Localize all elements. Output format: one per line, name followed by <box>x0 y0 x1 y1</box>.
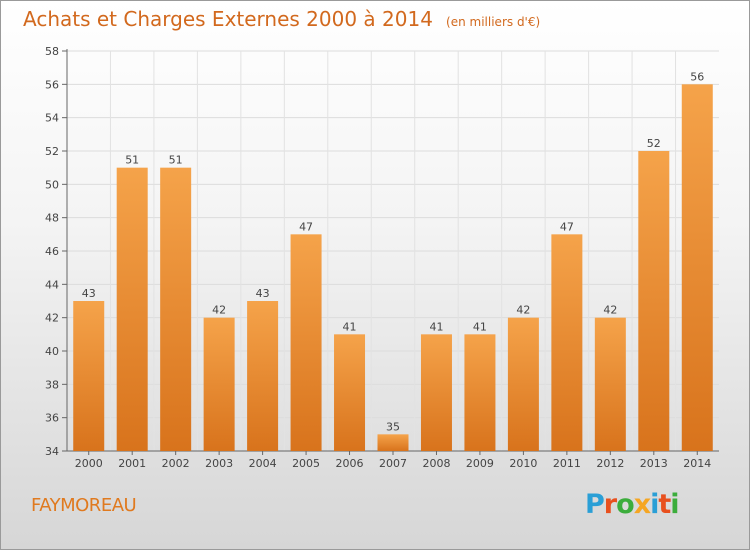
x-tick-label: 2010 <box>509 457 537 470</box>
y-tick-label: 56 <box>45 78 59 91</box>
x-tick-label: 2001 <box>118 457 146 470</box>
x-tick-label: 2000 <box>75 457 103 470</box>
x-tick-label: 2013 <box>640 457 668 470</box>
y-tick-label: 46 <box>45 245 59 258</box>
bar-value-label: 43 <box>256 287 270 300</box>
x-tick-label: 2005 <box>292 457 320 470</box>
y-tick-label: 42 <box>45 312 59 325</box>
y-tick-label: 44 <box>45 278 59 291</box>
y-tick-label: 52 <box>45 145 59 158</box>
logo-letter: x <box>633 489 651 520</box>
logo-letter: o <box>616 489 635 520</box>
bar-value-label: 42 <box>603 304 617 317</box>
chart-subtitle: (en milliers d'€) <box>446 15 541 29</box>
bar-2010 <box>507 317 539 451</box>
bar-value-label: 51 <box>169 154 183 167</box>
bar-2006 <box>334 334 366 451</box>
x-tick-label: 2008 <box>422 457 450 470</box>
logo-letter: i <box>670 489 679 520</box>
bars <box>73 84 713 451</box>
x-tick-label: 2012 <box>596 457 624 470</box>
bar-2004 <box>247 301 279 451</box>
bar-2005 <box>290 234 322 451</box>
y-tick-label: 48 <box>45 212 59 225</box>
bar-value-label: 41 <box>343 320 357 333</box>
y-tick-label: 40 <box>45 345 59 358</box>
bar-2014 <box>681 84 713 451</box>
logo-letter: P <box>585 489 605 520</box>
bar-value-label: 56 <box>690 70 704 83</box>
x-tick-label: 2009 <box>466 457 494 470</box>
y-tick-label: 38 <box>45 378 59 391</box>
bar-value-label: 47 <box>560 220 574 233</box>
y-tick-label: 58 <box>45 45 59 58</box>
logo-letter: t <box>658 489 671 520</box>
y-tick-label: 54 <box>45 112 59 125</box>
bar-value-label: 52 <box>647 137 661 150</box>
x-tick-label: 2003 <box>205 457 233 470</box>
x-tick-label: 2007 <box>379 457 407 470</box>
bar-2002 <box>160 167 192 451</box>
title-row: Achats et Charges Externes 2000 à 2014 (… <box>23 7 540 31</box>
x-tick-label: 2006 <box>336 457 364 470</box>
bar-value-label: 35 <box>386 420 400 433</box>
chart-title: Achats et Charges Externes 2000 à 2014 <box>23 7 433 31</box>
bar-2012 <box>594 317 626 451</box>
bar-2013 <box>638 151 670 451</box>
logo-letter: r <box>603 489 617 520</box>
bar-2003 <box>203 317 235 451</box>
x-tick-label: 2004 <box>249 457 277 470</box>
commune-name: FAYMOREAU <box>31 495 137 516</box>
bar-2000 <box>73 301 105 451</box>
y-tick-label: 50 <box>45 178 59 191</box>
bar-value-label: 47 <box>299 220 313 233</box>
bar-2011 <box>551 234 583 451</box>
bar-2001 <box>116 167 148 451</box>
x-tick-label: 2014 <box>683 457 711 470</box>
bar-value-label: 41 <box>473 320 487 333</box>
bar-value-label: 41 <box>429 320 443 333</box>
bar-value-labels: 43 51 51 42 43 47 41 35 41 41 42 47 42 52 56 <box>82 70 705 433</box>
bar-2007 <box>377 434 409 451</box>
bar-2009 <box>464 334 496 451</box>
x-tick-label: 2011 <box>553 457 581 470</box>
y-tick-label: 34 <box>45 445 59 458</box>
proxiti-logo: Proxiti <box>585 489 680 520</box>
bar-value-label: 42 <box>212 304 226 317</box>
bar-value-label: 51 <box>125 154 139 167</box>
bar-2008 <box>420 334 452 451</box>
x-tick-label: 2002 <box>162 457 190 470</box>
y-tick-label: 36 <box>45 412 59 425</box>
bar-value-label: 42 <box>516 304 530 317</box>
bar-value-label: 43 <box>82 287 96 300</box>
logo-letter: i <box>650 489 659 520</box>
